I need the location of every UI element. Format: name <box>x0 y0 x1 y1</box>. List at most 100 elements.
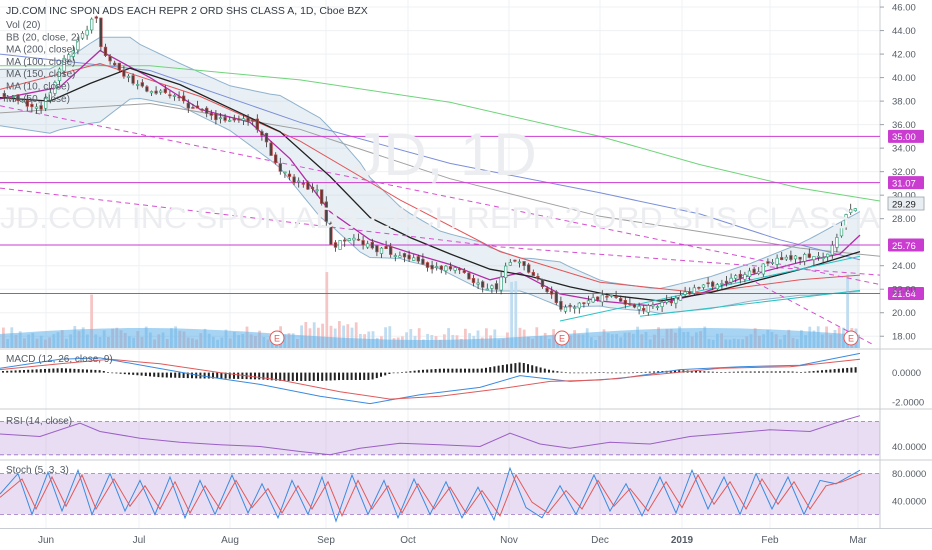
candle-body <box>655 306 660 308</box>
candle-body <box>467 272 471 280</box>
candle-body <box>260 131 264 136</box>
candle-body <box>145 86 149 92</box>
candle-body <box>853 208 857 212</box>
candle-body <box>218 117 223 120</box>
volume-bar <box>409 329 413 348</box>
macd-histogram-bar <box>753 371 756 373</box>
candle-body <box>711 281 715 287</box>
price-tick-label: 32.00 <box>892 167 916 178</box>
candle-body <box>209 112 213 116</box>
macd-histogram-bar <box>556 371 559 373</box>
macd-histogram-bar <box>846 367 849 373</box>
candle-body <box>99 17 103 47</box>
candle-body <box>743 274 747 280</box>
volume-bar <box>312 322 316 348</box>
candle-body <box>103 46 108 56</box>
watermark-symbol: JD, 1D <box>353 121 536 188</box>
candle-body <box>7 96 11 99</box>
macd-histogram-bar <box>392 372 395 374</box>
macd-histogram-bar <box>779 371 781 373</box>
volume-bar <box>90 294 93 348</box>
macd-histogram-bar <box>451 368 454 373</box>
macd-histogram-bar <box>627 372 630 374</box>
macd-histogram-bar <box>766 371 769 373</box>
macd-histogram-bar <box>472 368 475 373</box>
candle-body <box>228 119 232 122</box>
macd-histogram-bar <box>741 371 744 373</box>
macd-histogram-bar <box>837 368 840 373</box>
macd-histogram-bar <box>732 371 735 373</box>
candle-body <box>485 288 489 291</box>
macd-histogram-bar <box>409 371 412 373</box>
last-price-tag <box>887 196 925 211</box>
rsi-line <box>0 415 861 456</box>
macd-histogram-bar <box>535 366 538 373</box>
candle-body <box>522 261 526 266</box>
candle-body <box>384 246 388 250</box>
macd-histogram-bar <box>388 372 391 375</box>
candle-body <box>71 50 75 57</box>
candle-body <box>131 75 135 84</box>
macd-histogram-bar <box>220 372 223 379</box>
volume-bar <box>346 324 350 348</box>
macd-histogram-bar <box>170 372 172 378</box>
macd-histogram-bar <box>111 372 114 374</box>
level-tag-label: 21.64 <box>892 289 916 300</box>
indicator-legend-item: BB (20, close, 2) <box>6 32 80 43</box>
macd-histogram-bar <box>94 369 97 373</box>
ma-line-200 <box>0 65 881 202</box>
macd-histogram-bar <box>144 372 147 376</box>
macd-histogram-bar <box>346 372 349 380</box>
trendline-3 <box>639 289 861 317</box>
candle-body <box>559 301 563 310</box>
macd-histogram-bar <box>312 372 315 381</box>
macd-histogram-bar <box>86 369 88 373</box>
candle-body <box>683 291 687 295</box>
candle-body <box>237 118 241 121</box>
candle-body <box>159 90 163 93</box>
macd-histogram-bar <box>716 371 718 373</box>
candle-body <box>30 104 34 108</box>
candle-body <box>678 294 683 301</box>
macd-histogram-bar <box>464 368 466 373</box>
candle-body <box>770 262 775 264</box>
candle-body <box>669 300 673 304</box>
macd-histogram-bar <box>401 372 403 373</box>
candle-body <box>697 286 701 289</box>
candle-body <box>734 275 738 279</box>
candle-body <box>688 291 692 295</box>
trendline-0 <box>0 105 881 285</box>
candle-body <box>453 267 457 271</box>
level-tag <box>888 286 924 300</box>
candle-body <box>600 294 604 303</box>
earnings-marker-label: E <box>559 334 565 344</box>
macd-histogram-bar <box>800 372 802 373</box>
price-tick-label: 46.00 <box>892 3 916 14</box>
macd-histogram-bar <box>35 369 38 373</box>
trendline-1 <box>0 187 881 276</box>
rsi-band <box>0 421 880 455</box>
candle-body <box>738 273 742 279</box>
macd-histogram-bar <box>270 372 273 381</box>
candle-body <box>536 275 540 279</box>
candle-body <box>609 294 614 297</box>
candle-body <box>402 253 407 258</box>
watermark-name: JD.COM INC SPON ADS EACH REPR 2 ORD SHS … <box>0 202 880 235</box>
candle-body <box>540 279 545 288</box>
macd-histogram-bar <box>497 365 500 373</box>
macd-histogram-bar <box>762 371 765 373</box>
macd-histogram-bar <box>636 372 639 373</box>
candle-body <box>435 266 439 268</box>
chart-title: JD.COM INC SPON ADS EACH REPR 2 ORD SHS … <box>6 5 368 17</box>
candle-body <box>136 84 140 86</box>
macd-histogram-bar <box>81 369 84 373</box>
candle-body <box>651 304 655 307</box>
candle-body <box>430 264 434 270</box>
macd-histogram-bar <box>527 364 529 373</box>
candle-body <box>729 277 733 283</box>
candle-body <box>591 297 595 303</box>
macd-histogram-bar <box>585 372 588 374</box>
candle-body <box>531 272 535 276</box>
macd-histogram-bar <box>623 372 626 374</box>
macd-histogram-bar <box>291 372 294 381</box>
